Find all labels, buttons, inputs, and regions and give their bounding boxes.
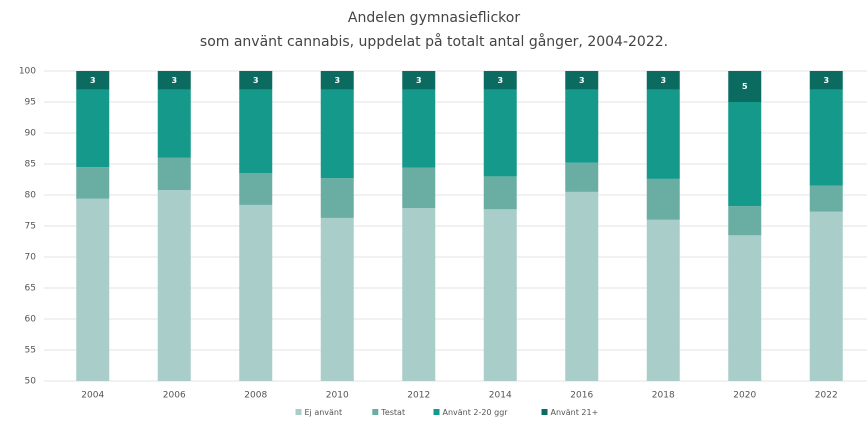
data-label: 3 <box>416 76 422 85</box>
chart-title: Andelen gymnasieflickor <box>348 10 520 26</box>
bar-segment <box>239 71 273 90</box>
legend-swatch <box>372 409 379 415</box>
bar-segment <box>239 173 273 205</box>
bar-segment <box>402 89 436 168</box>
data-label: 3 <box>90 76 96 85</box>
x-tick-label: 2014 <box>489 391 512 401</box>
y-tick-label: 80 <box>25 191 37 201</box>
bar-segment <box>239 204 273 381</box>
bar-segment <box>809 71 843 90</box>
bar-segment <box>157 157 191 191</box>
bar-segment <box>76 167 110 199</box>
bar-segment <box>320 89 354 179</box>
data-label: 3 <box>823 76 829 85</box>
bar-segment <box>646 219 680 381</box>
legend-label: Ej använt <box>305 408 343 417</box>
y-tick-label: 70 <box>25 253 37 263</box>
bar-segment <box>809 211 843 381</box>
bar-segment <box>728 235 762 381</box>
bar-segment <box>483 89 517 177</box>
bar-segment <box>565 162 599 192</box>
bar-segment <box>483 71 517 90</box>
bar-segment <box>809 89 843 186</box>
bar-segment <box>565 191 599 381</box>
bar-segment <box>646 71 680 90</box>
y-tick-label: 50 <box>25 377 37 387</box>
y-tick-label: 75 <box>25 222 36 232</box>
bar-segment <box>320 217 354 381</box>
y-tick-label: 95 <box>25 98 36 108</box>
data-label: 3 <box>497 76 503 85</box>
bar-segment <box>76 71 110 90</box>
bar-segment <box>483 176 517 210</box>
bar-segment <box>809 185 843 212</box>
bar-segment <box>157 190 191 381</box>
y-tick-label: 55 <box>25 346 36 356</box>
data-label: 3 <box>171 76 177 85</box>
bar-segment <box>565 71 599 90</box>
bar-segment <box>483 209 517 381</box>
chart-subtitle: som använt cannabis, uppdelat på totalt … <box>200 33 668 50</box>
x-tick-label: 2004 <box>81 391 104 401</box>
data-label: 3 <box>660 76 666 85</box>
x-tick-label: 2008 <box>244 391 267 401</box>
bar-segment <box>239 89 273 174</box>
legend-swatch <box>541 409 548 415</box>
data-label: 3 <box>253 76 259 85</box>
x-tick-label: 2018 <box>652 391 675 401</box>
bar-segment <box>565 89 599 163</box>
bar-segment <box>728 71 762 102</box>
data-label: 3 <box>334 76 340 85</box>
x-tick-label: 2020 <box>733 391 756 401</box>
bar-segment <box>157 89 191 158</box>
legend-label: Använt 2-20 ggr <box>443 408 509 417</box>
bar-segment <box>646 89 680 179</box>
y-tick-label: 60 <box>25 315 37 325</box>
bar-segment <box>76 89 110 168</box>
x-tick-label: 2006 <box>163 391 186 401</box>
bar-segment <box>402 167 436 209</box>
data-label: 5 <box>742 82 748 91</box>
x-tick-label: 2010 <box>326 391 349 401</box>
data-label: 3 <box>579 76 585 85</box>
bar-segment <box>402 208 436 381</box>
y-tick-label: 90 <box>25 129 37 139</box>
bar-segment <box>728 102 762 207</box>
bar-segment <box>320 71 354 90</box>
bar-segment <box>320 178 354 218</box>
x-tick-label: 2016 <box>570 391 593 401</box>
bar-segment <box>646 178 680 220</box>
x-tick-label: 2012 <box>407 391 430 401</box>
x-tick-label: 2022 <box>815 391 838 401</box>
y-tick-label: 85 <box>25 160 36 170</box>
legend-swatch <box>295 409 302 415</box>
y-tick-label: 65 <box>25 284 36 294</box>
bar-segment <box>157 71 191 90</box>
bar-segment <box>402 71 436 90</box>
legend-label: Testat <box>380 408 405 417</box>
legend-swatch <box>433 409 440 415</box>
y-tick-label: 100 <box>19 67 36 77</box>
bar-segment <box>76 198 110 381</box>
legend-label: Använt 21+ <box>551 408 599 417</box>
bar-segment <box>728 206 762 236</box>
